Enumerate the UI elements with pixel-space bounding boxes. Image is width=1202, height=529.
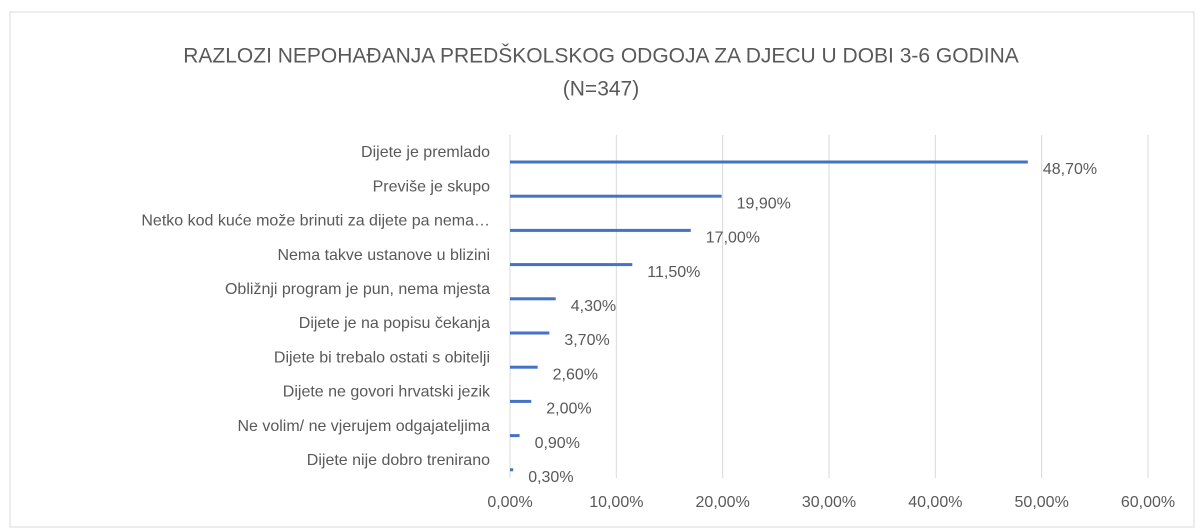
value-label: 0,90% — [535, 435, 580, 452]
y-tick-label: Nema takve ustanove u blizini — [277, 247, 490, 264]
bar — [510, 331, 550, 335]
bar — [510, 468, 514, 472]
value-label: 2,00% — [546, 401, 591, 418]
bar — [510, 263, 633, 267]
bar — [510, 434, 520, 438]
y-tick-label: Dijete nije dobro trenirano — [307, 452, 490, 469]
x-tick-label: 30,00% — [802, 494, 856, 511]
value-label: 4,30% — [571, 298, 616, 315]
value-label: 17,00% — [706, 230, 760, 247]
value-label: 3,70% — [564, 332, 609, 349]
y-tick-label: Dijete bi trebalo ostati s obitelji — [274, 349, 490, 366]
y-tick-label: Dijete je na popisu čekanja — [299, 315, 490, 332]
chart-title: RAZLOZI NEPOHAĐANJA PREDŠKOLSKOG ODGOJA … — [183, 45, 1019, 68]
bar — [510, 365, 538, 369]
chart-title: (N=347) — [563, 78, 639, 101]
y-tick-label: Netko kod kuće može brinuti za dijete pa… — [141, 213, 490, 230]
x-tick-label: 20,00% — [696, 494, 750, 511]
bar — [510, 194, 722, 198]
chart-border — [9, 11, 1195, 528]
value-label: 11,50% — [647, 264, 700, 281]
y-tick-label: Previše je skupo — [373, 178, 490, 195]
value-label: 48,70% — [1043, 161, 1097, 178]
bar — [510, 399, 532, 403]
bar — [510, 228, 691, 232]
bar — [510, 160, 1028, 164]
x-tick-label: 60,00% — [1121, 494, 1175, 511]
value-label: 19,90% — [737, 195, 791, 212]
value-label: 2,60% — [553, 366, 598, 383]
y-tick-label: Ne volim/ ne vjerujem odgajateljima — [237, 418, 490, 435]
bar — [510, 297, 556, 301]
y-tick-label: Obližnji program je pun, nema mjesta — [225, 281, 490, 298]
y-tick-label: Dijete ne govori hrvatski jezik — [283, 384, 491, 401]
x-tick-label: 0,00% — [487, 494, 532, 511]
x-tick-label: 50,00% — [1015, 494, 1069, 511]
y-tick-label: Dijete je premlado — [361, 144, 490, 161]
x-tick-label: 10,00% — [589, 494, 643, 511]
value-label: 0,30% — [528, 469, 573, 486]
x-tick-label: 40,00% — [908, 494, 962, 511]
